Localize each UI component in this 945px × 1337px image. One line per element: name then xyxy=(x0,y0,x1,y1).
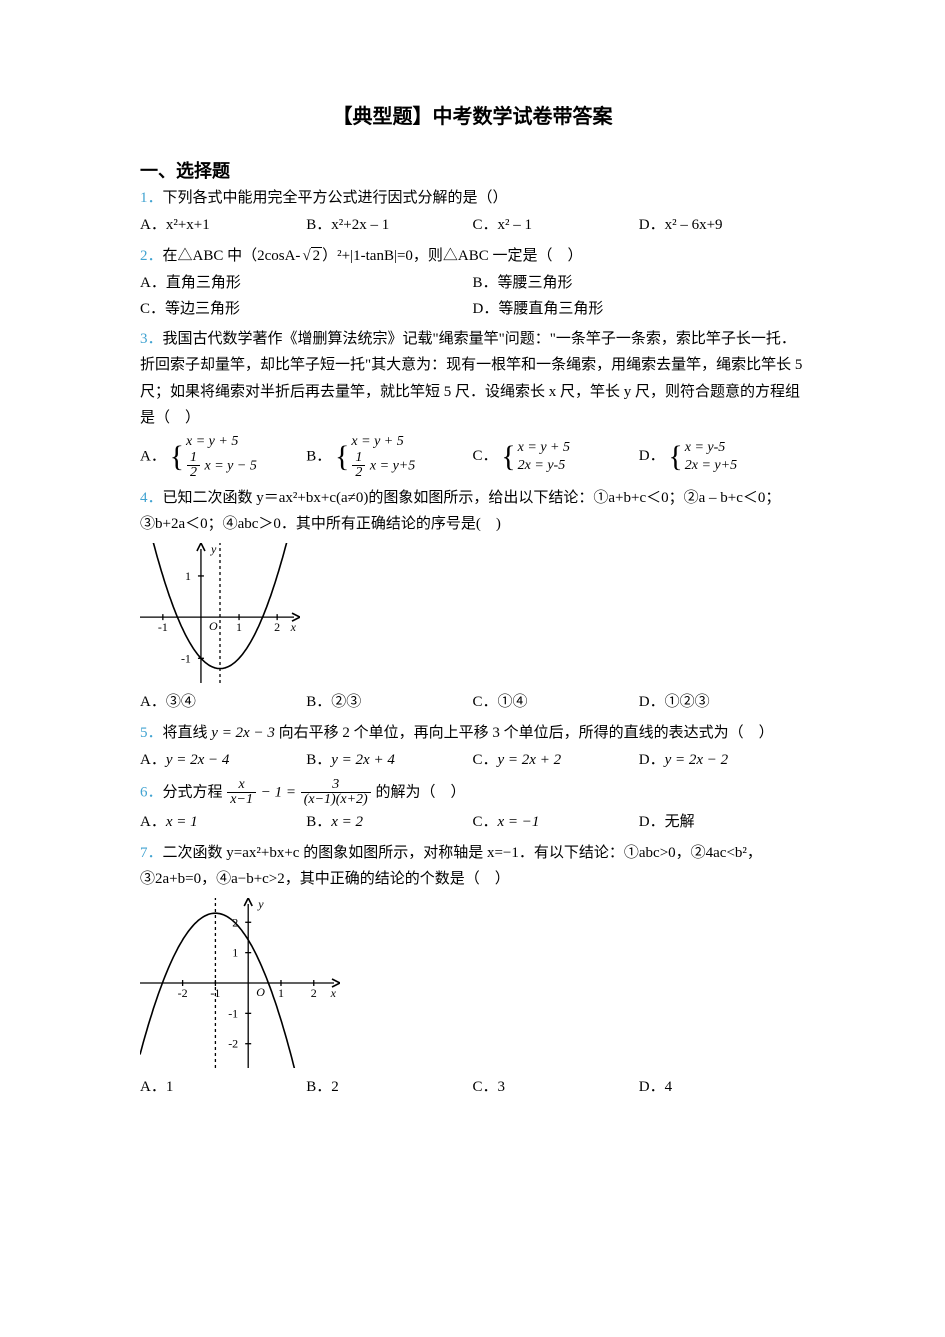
q5-eq: y = 2x − 3 xyxy=(211,725,275,741)
q6-stem-b: 的解为（ ） xyxy=(375,784,465,800)
q6-opt-b: B．x = 2 xyxy=(306,810,472,836)
q2-opt-b: B．等腰三角形 xyxy=(473,271,806,297)
q6-opt-c: C．x = −1 xyxy=(473,810,639,836)
question-1: 1．下列各式中能用完全平方公式进行因式分解的是（） xyxy=(140,185,805,211)
brace-icon: { xyxy=(501,442,515,472)
svg-text:-2: -2 xyxy=(228,1037,238,1051)
q7-opt-a: A．1 xyxy=(140,1075,306,1101)
q5-opt-c: C．y = 2x + 2 xyxy=(473,748,639,774)
q5-options: A．y = 2x − 4 B．y = 2x + 4 C．y = 2x + 2 D… xyxy=(140,748,805,774)
q3-opt-a: A． { x = y + 5 12 x = y − 5 xyxy=(140,433,306,481)
q6-frac-2: 3(x−1)(x+2) xyxy=(301,778,371,808)
sqrt-2: 2 xyxy=(300,243,322,269)
q4-figure: -1 1 2 -1 1 Ox y xyxy=(140,543,805,688)
svg-text:2: 2 xyxy=(274,620,280,634)
q7-options: A．1 B．2 C．3 D．4 xyxy=(140,1075,805,1101)
brace-icon: { xyxy=(170,442,184,472)
qnum-5: 5． xyxy=(140,725,163,741)
q4-opt-d: D．①②③ xyxy=(639,690,805,716)
q7-opt-b: B．2 xyxy=(306,1075,472,1101)
q3-opt-c: C． { x = y + 5 2x = y-5 xyxy=(473,439,639,474)
section-heading: 一、选择题 xyxy=(140,157,805,183)
brace-icon: { xyxy=(668,442,682,472)
q3-sys-a: { x = y + 5 12 x = y − 5 xyxy=(170,433,257,481)
q3-options: A． { x = y + 5 12 x = y − 5 B． { x = y +… xyxy=(140,433,805,481)
q3-sys-b: { x = y + 5 12 x = y+5 xyxy=(335,433,415,481)
parabola-chart: -1 1 2 -1 1 Ox y xyxy=(140,543,300,683)
page: 【典型题】中考数学试卷带答案 一、选择题 1．下列各式中能用完全平方公式进行因式… xyxy=(0,0,945,1337)
svg-text:-2: -2 xyxy=(178,986,188,1000)
q6-options: A．x = 1 B．x = 2 C．x = −1 D．无解 xyxy=(140,810,805,836)
q2-opt-d: D．等腰直角三角形 xyxy=(473,297,806,323)
q4-options: A．③④ B．②③ C．①④ D．①②③ xyxy=(140,690,805,716)
qnum-2: 2． xyxy=(140,248,163,264)
svg-text:-1: -1 xyxy=(158,620,168,634)
q6-opt-d: D．无解 xyxy=(639,810,805,836)
svg-text:-1: -1 xyxy=(181,652,191,666)
svg-text:-1: -1 xyxy=(228,1006,238,1020)
q1-opt-b: B．x²+2x – 1 xyxy=(306,213,472,239)
q7-opt-d: D．4 xyxy=(639,1075,805,1101)
question-5: 5．将直线 y = 2x − 3 向右平移 2 个单位，再向上平移 3 个单位后… xyxy=(140,720,805,746)
q5-opt-a: A．y = 2x − 4 xyxy=(140,748,306,774)
question-2: 2．在△ABC 中（2cosA-2）²+|1-tanB|=0，则△ABC 一定是… xyxy=(140,243,805,269)
q2-stem-a: 在△ABC 中（2cosA- xyxy=(163,248,301,264)
svg-text:x: x xyxy=(290,620,297,634)
q3-opt-b: B． { x = y + 5 12 x = y+5 xyxy=(306,433,472,481)
q3-stem: 我国古代数学著作《增删算法统宗》记载"绳索量竿"问题："一条竿子一条索，索比竿子… xyxy=(140,331,802,426)
q7-figure: -2-112-2-112Oxy xyxy=(140,898,805,1073)
svg-text:2: 2 xyxy=(311,986,317,1000)
q1-options: A．x²+x+1 B．x²+2x – 1 C．x² – 1 D．x² – 6x+… xyxy=(140,213,805,239)
q6-frac-1: xx−1 xyxy=(227,778,256,808)
question-4: 4．已知二次函数 y＝ax²+bx+c(a≠0)的图象如图所示，给出以下结论：①… xyxy=(140,485,805,538)
q7-stem: 二次函数 y=ax²+bx+c 的图象如图所示，对称轴是 x=−1．有以下结论：… xyxy=(140,845,762,887)
q4-stem: 已知二次函数 y＝ax²+bx+c(a≠0)的图象如图所示，给出以下结论：①a+… xyxy=(140,490,780,532)
q6-stem-a: 分式方程 xyxy=(163,784,227,800)
svg-text:O: O xyxy=(256,985,265,999)
qnum-7: 7． xyxy=(140,845,163,861)
q2-options: A．直角三角形 B．等腰三角形 C．等边三角形 D．等腰直角三角形 xyxy=(140,271,805,322)
q2-opt-a: A．直角三角形 xyxy=(140,271,473,297)
svg-text:y: y xyxy=(257,898,264,911)
q4-opt-b: B．②③ xyxy=(306,690,472,716)
question-6: 6．分式方程 xx−1 − 1 = 3(x−1)(x+2) 的解为（ ） xyxy=(140,778,805,808)
svg-text:O: O xyxy=(209,619,218,633)
brace-icon: { xyxy=(335,442,349,472)
svg-text:1: 1 xyxy=(278,986,284,1000)
q3-sys-d: { x = y-5 2x = y+5 xyxy=(668,439,737,474)
q7-opt-c: C．3 xyxy=(473,1075,639,1101)
q1-opt-d: D．x² – 6x+9 xyxy=(639,213,805,239)
svg-text:1: 1 xyxy=(185,569,191,583)
page-title: 【典型题】中考数学试卷带答案 xyxy=(140,100,805,129)
q5-opt-d: D．y = 2x − 2 xyxy=(639,748,805,774)
qnum-3: 3． xyxy=(140,331,163,347)
q5-stem-b: 向右平移 2 个单位，再向上平移 3 个单位后，所得的直线的表达式为（ ） xyxy=(275,725,774,741)
q5-stem-a: 将直线 xyxy=(163,725,212,741)
svg-text:y: y xyxy=(210,543,217,556)
qnum-4: 4． xyxy=(140,490,163,506)
question-3: 3．我国古代数学著作《增删算法统宗》记载"绳索量竿"问题："一条竿子一条索，索比… xyxy=(140,326,805,431)
q3-opt-d: D． { x = y-5 2x = y+5 xyxy=(639,439,805,474)
q2-stem-b: ）²+|1-tanB|=0，则△ABC 一定是（ ） xyxy=(322,248,582,264)
q1-opt-c: C．x² – 1 xyxy=(473,213,639,239)
svg-text:x: x xyxy=(330,986,337,1000)
q4-opt-c: C．①④ xyxy=(473,690,639,716)
qnum-1: 1． xyxy=(140,190,163,206)
question-7: 7．二次函数 y=ax²+bx+c 的图象如图所示，对称轴是 x=−1．有以下结… xyxy=(140,840,805,893)
q5-opt-b: B．y = 2x + 4 xyxy=(306,748,472,774)
q2-opt-c: C．等边三角形 xyxy=(140,297,473,323)
q1-opt-a: A．x²+x+1 xyxy=(140,213,306,239)
q3-sys-c: { x = y + 5 2x = y-5 xyxy=(501,439,570,474)
svg-text:1: 1 xyxy=(236,620,242,634)
q6-opt-a: A．x = 1 xyxy=(140,810,306,836)
parabola-chart: -2-112-2-112Oxy xyxy=(140,898,340,1068)
qnum-6: 6． xyxy=(140,784,163,800)
q1-stem: 下列各式中能用完全平方公式进行因式分解的是（） xyxy=(163,190,508,206)
svg-text:1: 1 xyxy=(232,946,238,960)
q4-opt-a: A．③④ xyxy=(140,690,306,716)
